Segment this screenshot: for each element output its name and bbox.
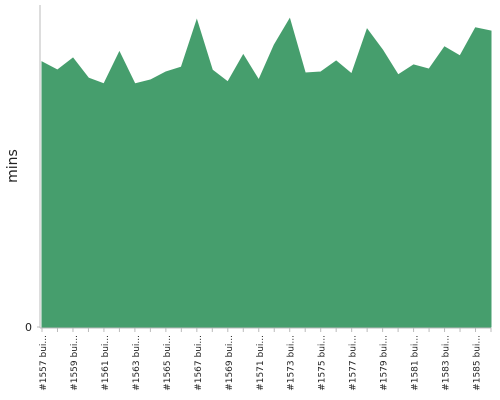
x-tick-label: #1573 bui... xyxy=(287,335,297,391)
x-tick-label: #1581 bui... xyxy=(411,335,421,391)
x-tick-label: #1583 bui... xyxy=(442,335,452,391)
x-tick-label: #1579 bui... xyxy=(380,335,390,391)
x-tick-label: #1585 bui... xyxy=(473,335,483,391)
y-tick-label: 0 xyxy=(25,321,32,334)
x-tick-label: #1571 bui... xyxy=(256,335,266,391)
x-tick-label: #1563 bui... xyxy=(132,335,142,391)
x-tick-label: #1557 bui... xyxy=(39,335,49,391)
x-tick-label: #1577 bui... xyxy=(349,335,359,391)
x-tick-label: #1575 bui... xyxy=(318,335,328,391)
x-tick-label: #1567 bui... xyxy=(194,335,204,391)
x-tick-label: #1559 bui... xyxy=(70,335,80,391)
y-axis-label: mins xyxy=(5,149,21,183)
x-tick-label: #1561 bui... xyxy=(101,335,111,391)
area xyxy=(41,17,492,328)
x-tick-label: #1569 bui... xyxy=(225,335,235,391)
x-tick-label: #1565 bui... xyxy=(163,335,173,391)
